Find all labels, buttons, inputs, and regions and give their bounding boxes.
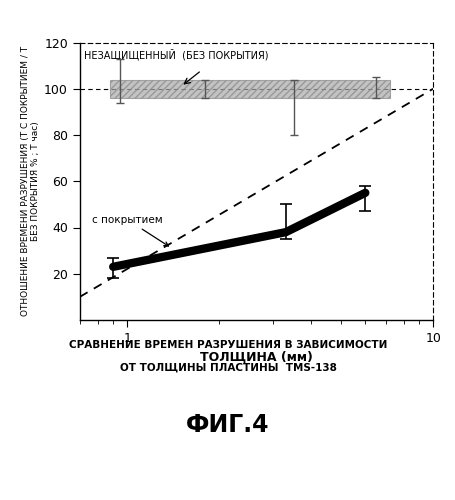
Y-axis label: ОТНОШЕНИЕ ВРЕМЕНИ РАЗРУШЕНИЯ (Т С ПОКРЫТИЕМ / Т
БЕЗ ПОКРЫТИЯ % ; Т час): ОТНОШЕНИЕ ВРЕМЕНИ РАЗРУШЕНИЯ (Т С ПОКРЫТ… [20, 46, 40, 316]
Text: с покрытием: с покрытием [92, 215, 168, 246]
Text: СРАВНЕНИЕ ВРЕМЕН РАЗРУШЕНИЯ В ЗАВИСИМОСТИ: СРАВНЕНИЕ ВРЕМЕН РАЗРУШЕНИЯ В ЗАВИСИМОСТ… [69, 340, 386, 350]
X-axis label: ТОЛЩИНА (мм): ТОЛЩИНА (мм) [200, 350, 312, 364]
Bar [110, 80, 389, 98]
Text: ОТ ТОЛЩИНЫ ПЛАСТИНЫ  TMS-138: ОТ ТОЛЩИНЫ ПЛАСТИНЫ TMS-138 [119, 362, 336, 372]
Text: НЕЗАЩИЩЕННЫЙ  (БЕЗ ПОКРЫТИЯ): НЕЗАЩИЩЕННЫЙ (БЕЗ ПОКРЫТИЯ) [83, 49, 268, 60]
Text: ФИГ.4: ФИГ.4 [186, 412, 269, 436]
